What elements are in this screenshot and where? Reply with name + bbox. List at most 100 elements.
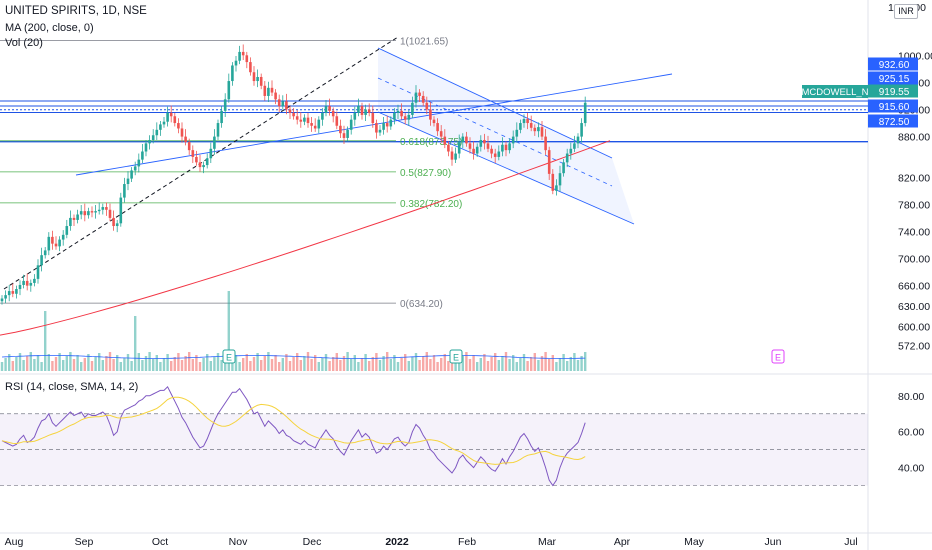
candle (555, 185, 558, 191)
volume-bar (324, 354, 328, 371)
fib-level-label: 0.5(827.90) (400, 168, 451, 179)
volume-bar (227, 291, 230, 371)
candle (317, 119, 321, 129)
symbol-legend: UNITED SPIRITS, 1D, NSE (5, 5, 147, 17)
price-label-bg (868, 84, 918, 98)
volume-bar (216, 353, 220, 371)
volume-bar (198, 362, 202, 371)
currency-badge[interactable]: INR (894, 4, 918, 19)
volume-bar (170, 361, 173, 371)
candle (119, 197, 123, 224)
earnings-event-label: E (775, 353, 781, 363)
candle (227, 81, 231, 100)
volume-bar (512, 355, 515, 371)
time-axis-label: Jul (844, 536, 857, 548)
volume-bar (555, 362, 558, 371)
candle (479, 139, 483, 147)
volume-bar (422, 356, 425, 371)
earnings-event-label: E (226, 353, 232, 363)
price-axis-tick: 660.00 (898, 281, 930, 293)
candle (97, 209, 101, 212)
time-axis-label: May (684, 536, 705, 548)
price-axis-tick: 820.00 (898, 172, 930, 184)
volume-bar (15, 357, 18, 371)
volume-bar (306, 352, 310, 371)
candle (461, 136, 465, 143)
volume-bar (566, 361, 569, 371)
candle (123, 184, 126, 198)
candle (526, 118, 529, 124)
volume-bar (580, 356, 583, 371)
volume-bar (328, 361, 331, 371)
volume-bar (483, 354, 486, 371)
candle (166, 112, 169, 122)
candle (519, 123, 522, 130)
candle (339, 125, 342, 134)
volume-bar (166, 354, 169, 371)
volume-bar (339, 360, 342, 371)
candle (155, 129, 159, 136)
volume-bar (299, 360, 302, 371)
time-axis-label: Mar (538, 536, 557, 548)
volume-bar (119, 362, 122, 371)
price-label-bg (868, 114, 918, 128)
volume-bar (504, 352, 508, 371)
candle (328, 106, 331, 111)
volume-bar (148, 352, 151, 371)
candle (486, 143, 490, 149)
volume-bar (252, 357, 256, 371)
volume-bar (134, 316, 137, 371)
candle (79, 211, 83, 215)
price-label-bg (868, 57, 918, 71)
ma-legend[interactable]: MA (200, close, 0) (5, 22, 94, 34)
candle (306, 117, 310, 124)
price-label: 915.60 (879, 102, 910, 113)
candle (360, 106, 364, 115)
rsi-legend[interactable]: RSI (14, close, SMA, 14, 2) (5, 381, 139, 393)
candle (213, 136, 216, 149)
volume-bar (314, 355, 317, 371)
volume-bar (479, 358, 482, 371)
candle (475, 146, 479, 154)
volume-bar (386, 352, 389, 371)
volume-bar (432, 355, 436, 371)
candle (576, 136, 580, 144)
volume-bar (584, 352, 587, 371)
volume-bar (83, 358, 86, 371)
time-axis-label: Feb (458, 536, 476, 548)
volume-bar (62, 360, 65, 371)
volume-bar (202, 358, 205, 371)
volume-bar (112, 359, 115, 371)
volume-bar (425, 352, 428, 371)
candle (256, 76, 259, 82)
candle (511, 136, 515, 144)
time-axis-label: Dec (303, 536, 322, 548)
volume-bar (461, 356, 464, 371)
candle (493, 153, 497, 157)
volume-bar (263, 356, 266, 371)
volume-bar (515, 362, 518, 371)
candle (231, 65, 234, 82)
candle (389, 119, 393, 127)
volume-bar (209, 361, 212, 371)
volume-bar (54, 357, 58, 371)
volume-bar (137, 353, 140, 371)
price-axis-tick: 600.00 (898, 321, 930, 333)
candle (375, 123, 378, 133)
candle (313, 125, 317, 129)
candle (580, 123, 583, 137)
candle (303, 117, 306, 122)
candle (234, 60, 238, 66)
candle (529, 123, 533, 128)
volume-bar (296, 353, 299, 371)
volume-bar (490, 357, 493, 371)
volume-legend[interactable]: Vol (20) (5, 37, 43, 49)
candle (547, 150, 551, 174)
volume-bar (144, 356, 148, 371)
candle (569, 148, 573, 154)
candle (357, 106, 360, 113)
volume-bar (72, 359, 76, 371)
earnings-event-icon (449, 349, 463, 364)
candle (83, 211, 87, 216)
